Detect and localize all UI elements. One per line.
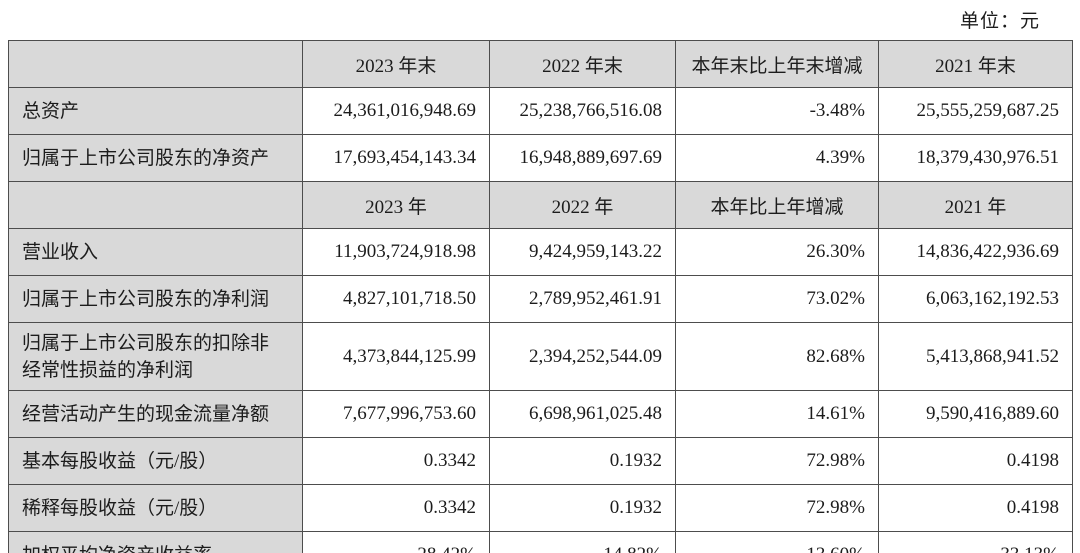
cell-value: 28.42% bbox=[302, 531, 490, 553]
cell-value: 25,238,766,516.08 bbox=[489, 87, 676, 135]
cell-value: 13.60% bbox=[675, 531, 879, 553]
cell-value: 7,677,996,753.60 bbox=[302, 390, 490, 438]
header-yoy-change-year-end: 本年末比上年末增减 bbox=[675, 40, 879, 88]
header-empty-cell bbox=[8, 40, 303, 88]
cell-value: 2,789,952,461.91 bbox=[489, 275, 676, 323]
table-row-basic-eps: 基本每股收益（元/股） 0.3342 0.1932 72.98% 0.4198 bbox=[8, 437, 1073, 485]
cell-value: 24,361,016,948.69 bbox=[302, 87, 490, 135]
cell-value: 0.1932 bbox=[489, 484, 676, 532]
key-financials-table: 2023 年末 2022 年末 本年末比上年末增减 2021 年末 总资产 24… bbox=[8, 40, 1073, 553]
table-row-net-profit: 归属于上市公司股东的净利润 4,827,101,718.50 2,789,952… bbox=[8, 275, 1073, 323]
header-2021-year-end: 2021 年末 bbox=[878, 40, 1073, 88]
cell-value: 72.98% bbox=[675, 437, 879, 485]
cell-value: 14,836,422,936.69 bbox=[878, 228, 1073, 276]
table-row-net-assets: 归属于上市公司股东的净资产 17,693,454,143.34 16,948,8… bbox=[8, 134, 1073, 182]
cell-value: 16,948,889,697.69 bbox=[489, 134, 676, 182]
table-header-year: 2023 年 2022 年 本年比上年增减 2021 年 bbox=[8, 181, 1073, 229]
table-row-operating-cash-flow: 经营活动产生的现金流量净额 7,677,996,753.60 6,698,961… bbox=[8, 390, 1073, 438]
header-2022-year-end: 2022 年末 bbox=[489, 40, 676, 88]
cell-value: 26.30% bbox=[675, 228, 879, 276]
header-2023-year-end: 2023 年末 bbox=[302, 40, 490, 88]
cell-value: 82.68% bbox=[675, 322, 879, 391]
table-row-weighted-avg-roe: 加权平均净资产收益率 28.42% 14.82% 13.60% 33.13% bbox=[8, 531, 1073, 553]
row-label: 归属于上市公司股东的扣除非 经常性损益的净利润 bbox=[8, 322, 303, 391]
cell-value: 72.98% bbox=[675, 484, 879, 532]
cell-value: 9,424,959,143.22 bbox=[489, 228, 676, 276]
cell-value: 0.4198 bbox=[878, 484, 1073, 532]
table-header-year-end: 2023 年末 2022 年末 本年末比上年末增减 2021 年末 bbox=[8, 40, 1073, 88]
row-label: 营业收入 bbox=[8, 228, 303, 276]
row-label: 加权平均净资产收益率 bbox=[8, 531, 303, 553]
row-label: 归属于上市公司股东的净资产 bbox=[8, 134, 303, 182]
header-2022-year: 2022 年 bbox=[489, 181, 676, 229]
cell-value: 17,693,454,143.34 bbox=[302, 134, 490, 182]
cell-value: 33.13% bbox=[878, 531, 1073, 553]
header-yoy-change-year: 本年比上年增减 bbox=[675, 181, 879, 229]
row-label: 稀释每股收益（元/股） bbox=[8, 484, 303, 532]
header-2023-year: 2023 年 bbox=[302, 181, 490, 229]
cell-value: 73.02% bbox=[675, 275, 879, 323]
cell-value: 0.3342 bbox=[302, 437, 490, 485]
header-empty-cell bbox=[8, 181, 303, 229]
cell-value: 14.61% bbox=[675, 390, 879, 438]
row-label: 经营活动产生的现金流量净额 bbox=[8, 390, 303, 438]
table-row-operating-revenue: 营业收入 11,903,724,918.98 9,424,959,143.22 … bbox=[8, 228, 1073, 276]
row-label: 总资产 bbox=[8, 87, 303, 135]
header-2021-year: 2021 年 bbox=[878, 181, 1073, 229]
cell-value: -3.48% bbox=[675, 87, 879, 135]
cell-value: 6,063,162,192.53 bbox=[878, 275, 1073, 323]
row-label: 基本每股收益（元/股） bbox=[8, 437, 303, 485]
cell-value: 11,903,724,918.98 bbox=[302, 228, 490, 276]
cell-value: 4,827,101,718.50 bbox=[302, 275, 490, 323]
table-row-net-profit-after-extraordinary: 归属于上市公司股东的扣除非 经常性损益的净利润 4,373,844,125.99… bbox=[8, 322, 1073, 391]
cell-value: 9,590,416,889.60 bbox=[878, 390, 1073, 438]
row-label: 归属于上市公司股东的净利润 bbox=[8, 275, 303, 323]
cell-value: 25,555,259,687.25 bbox=[878, 87, 1073, 135]
table-row-diluted-eps: 稀释每股收益（元/股） 0.3342 0.1932 72.98% 0.4198 bbox=[8, 484, 1073, 532]
cell-value: 2,394,252,544.09 bbox=[489, 322, 676, 391]
cell-value: 6,698,961,025.48 bbox=[489, 390, 676, 438]
cell-value: 18,379,430,976.51 bbox=[878, 134, 1073, 182]
cell-value: 14.82% bbox=[489, 531, 676, 553]
cell-value: 4.39% bbox=[675, 134, 879, 182]
cell-value: 0.1932 bbox=[489, 437, 676, 485]
table-row-total-assets: 总资产 24,361,016,948.69 25,238,766,516.08 … bbox=[8, 87, 1073, 135]
cell-value: 0.3342 bbox=[302, 484, 490, 532]
unit-label: 单位：元 bbox=[959, 11, 1040, 32]
cell-value: 0.4198 bbox=[878, 437, 1073, 485]
cell-value: 4,373,844,125.99 bbox=[302, 322, 490, 391]
cell-value: 5,413,868,941.52 bbox=[878, 322, 1073, 391]
